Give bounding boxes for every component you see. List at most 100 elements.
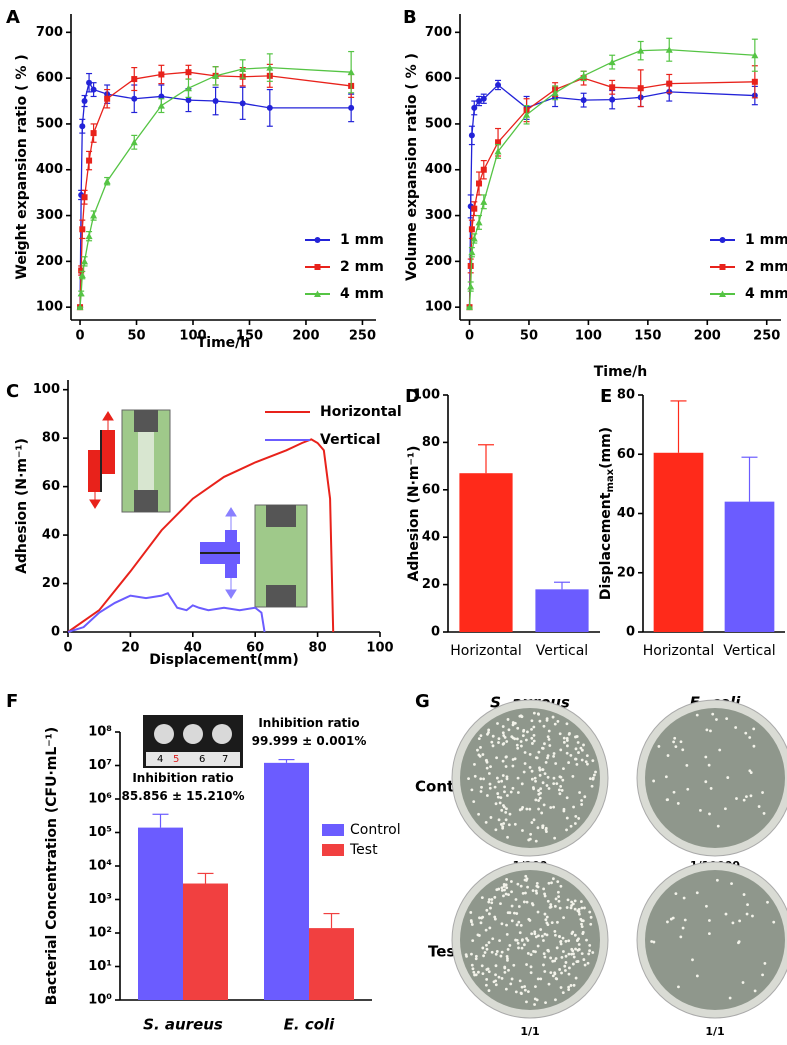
error-bar [554,581,570,590]
plate [636,861,787,1019]
colony [549,806,553,809]
colony [666,920,669,924]
colony [574,814,578,818]
colony [562,736,566,740]
colony [521,734,525,738]
colony [494,964,498,968]
colony [496,792,500,795]
colony [503,785,506,789]
colony [477,737,481,741]
marker [719,290,726,297]
y-tick-label: 200 [36,254,63,269]
colony [504,765,508,768]
x-tick-label: 100 [366,641,393,656]
y-tick-label: 60 [617,447,635,462]
legend-item: 4 mm [305,286,384,302]
colony [575,762,579,766]
y-tick-label: 0 [626,625,635,640]
colony [543,970,547,973]
colony [531,742,534,745]
colony [585,754,589,757]
marker [239,100,246,107]
colony [708,812,711,816]
colony [504,987,508,991]
error-bar [323,912,340,929]
colony [537,750,541,754]
colony [543,932,547,936]
colony [532,818,536,822]
marker [79,226,86,233]
colony [567,985,571,989]
colony [511,721,515,724]
colony [507,893,510,896]
colony [589,915,593,919]
colony [513,911,516,915]
colony [503,888,506,892]
colony [558,935,561,939]
colony [470,952,473,956]
colony [490,740,494,744]
marker [468,226,475,233]
colony [494,983,498,987]
colony [532,711,536,715]
marker [266,64,274,71]
inset-photo: 4 5 6 7 [143,715,243,768]
x-tick-label: 20 [121,641,139,656]
colony [542,963,545,967]
error-bar [152,813,169,828]
marker [185,97,192,104]
colony [705,904,708,908]
colony [560,789,564,792]
y-tick-label: 600 [36,71,63,86]
colony [566,898,570,902]
colony [532,949,535,953]
colony [470,923,474,926]
y-tick-label: 20 [42,576,60,591]
legend-label: 2 mm [340,259,384,275]
colony [536,910,540,914]
colony [517,905,521,908]
ruler-label: 5 [173,754,179,765]
colony [561,991,565,994]
colony [555,782,559,786]
colony [485,943,488,947]
colony [559,942,563,946]
marker [314,264,321,270]
legend-swatch [322,824,344,836]
colony [480,785,483,789]
colony [577,943,581,946]
colony [573,907,577,911]
colony [480,896,484,900]
colony [726,776,730,779]
marker [523,111,531,118]
x-tick-label: E. coli [284,1016,336,1034]
colony [534,779,537,783]
colony [709,729,712,733]
colony [588,910,592,914]
colony [539,928,543,931]
colony [477,934,481,937]
colony [525,877,529,881]
colony [558,732,562,736]
colony [565,736,569,740]
colony [524,891,527,895]
y-tick-label: 500 [425,116,452,131]
colony [505,923,508,927]
colony [580,803,584,806]
colony [761,791,764,794]
colony [519,991,523,995]
colony [503,966,507,970]
panel-label: B [403,7,417,28]
colony [479,745,482,749]
marker [637,85,644,92]
colony [753,989,757,993]
colony [718,748,722,752]
colony [573,899,577,903]
colony [504,892,508,896]
legend-label: Test [349,842,378,858]
colony [553,972,557,976]
colony [576,938,580,942]
y-axis-label: Displacementmax(mm) [598,427,616,600]
colony [482,777,485,781]
colony [565,816,569,820]
